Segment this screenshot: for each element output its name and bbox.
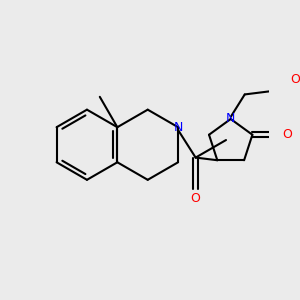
Text: N: N [173, 121, 183, 134]
Text: N: N [226, 112, 236, 125]
Text: O: O [290, 73, 300, 86]
Text: O: O [191, 192, 201, 205]
Text: O: O [283, 128, 292, 141]
